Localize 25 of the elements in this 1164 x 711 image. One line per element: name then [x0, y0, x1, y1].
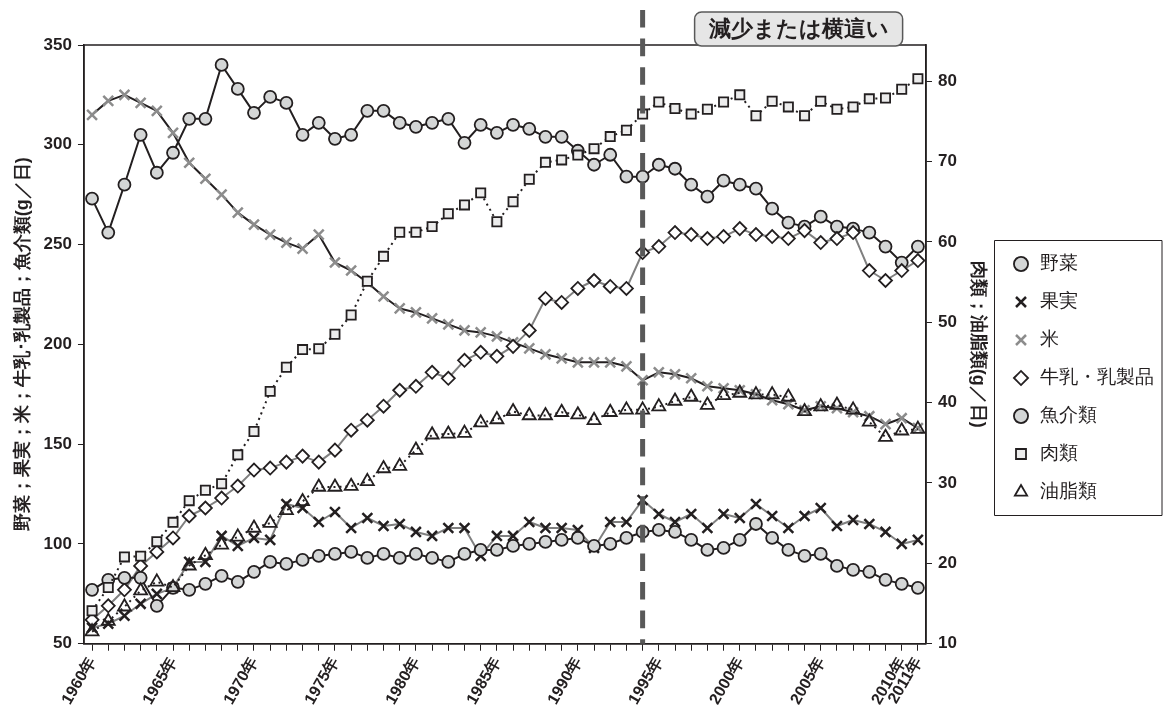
y2-tick-label: 10	[937, 633, 957, 653]
y-tick-label: 350	[43, 34, 72, 54]
y2-tick-label: 70	[937, 151, 957, 171]
y2-tick-label: 50	[937, 311, 957, 331]
y-axis-title: 野菜；果実；米；牛乳･乳製品；魚介類(g／日)	[11, 157, 32, 532]
y-tick-label: 200	[43, 334, 72, 354]
y-tick-label: 50	[53, 633, 72, 653]
legend-label: 魚介類	[1040, 404, 1097, 426]
ref-line-label: 減少または横這い	[707, 16, 889, 42]
y2-tick-label: 20	[937, 553, 957, 573]
y2-tick-label: 60	[937, 231, 957, 251]
legend-label: 牛乳・乳製品	[1040, 366, 1154, 388]
y-tick-label: 300	[43, 134, 72, 154]
legend-label: 油脂類	[1040, 480, 1097, 502]
y2-axis-title: 肉類；油脂類(g／日)	[968, 260, 989, 428]
y-tick-label: 250	[43, 234, 72, 254]
legend-label: 肉類	[1040, 442, 1078, 464]
legend-label: 果実	[1040, 290, 1078, 312]
y2-tick-label: 40	[937, 392, 957, 412]
y2-tick-label: 80	[937, 70, 957, 90]
legend-label: 野菜	[1040, 252, 1078, 274]
y-tick-label: 100	[43, 533, 72, 553]
y-tick-label: 150	[43, 433, 72, 453]
legend-label: 米	[1040, 328, 1059, 350]
y2-tick-label: 30	[937, 472, 957, 492]
